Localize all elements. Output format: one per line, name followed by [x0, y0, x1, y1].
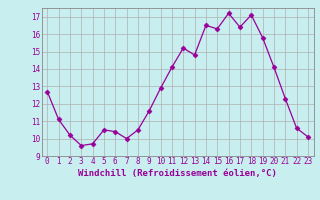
X-axis label: Windchill (Refroidissement éolien,°C): Windchill (Refroidissement éolien,°C) — [78, 169, 277, 178]
